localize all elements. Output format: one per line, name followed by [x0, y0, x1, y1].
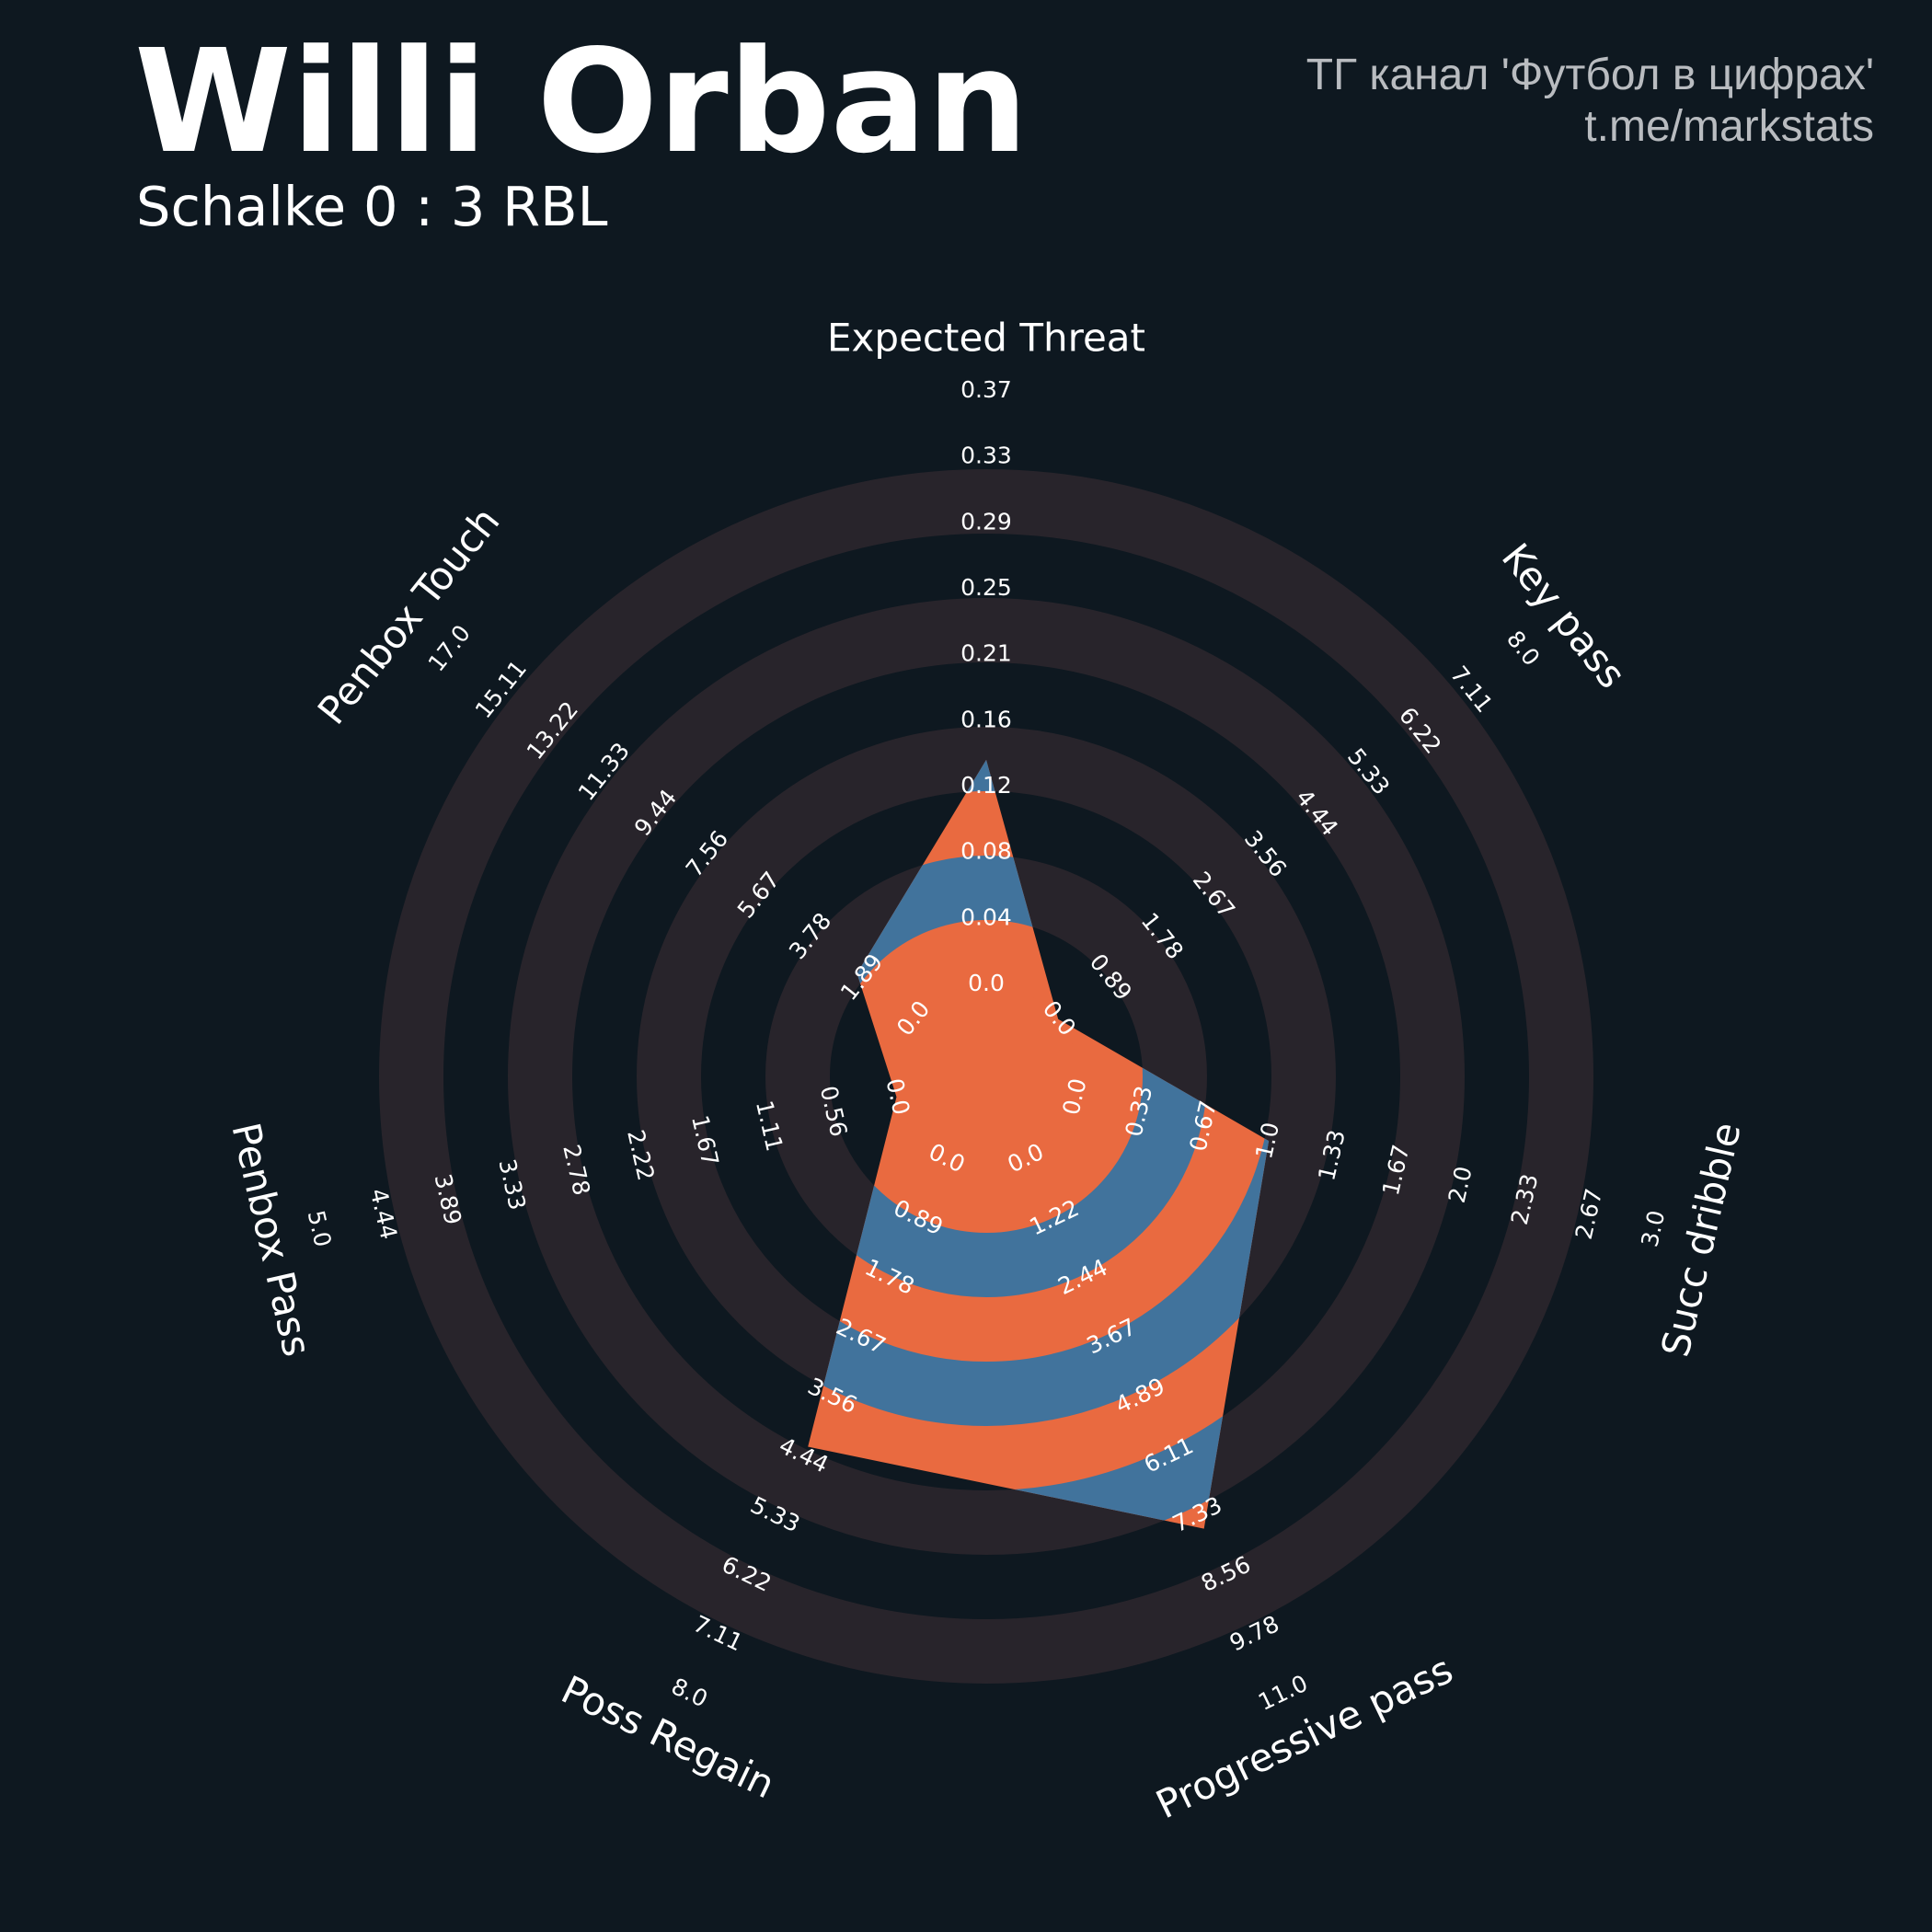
radar-param-label: Expected Threat [827, 316, 1145, 361]
radar-tick-label: 3.0 [1636, 1208, 1670, 1249]
radar-tick-label: 8.0 [1501, 626, 1545, 671]
radar-param-label: Key pass [1493, 535, 1635, 696]
radar-tick-label: 0.37 [960, 376, 1012, 403]
credit-link: t.me/markstats [1584, 102, 1874, 151]
radar-tick-label: 0.29 [960, 508, 1012, 535]
radar-tick-label: 0.12 [960, 772, 1012, 799]
radar-tick-label: 0.25 [960, 574, 1012, 601]
radar-ring-band [508, 598, 1465, 1555]
player-name-title: Willi Orban [134, 18, 1029, 185]
radar-tick-label: 11.0 [1254, 1670, 1312, 1716]
radar-ring-band [379, 469, 1593, 1684]
radar-param-label: Succ dribble [1652, 1119, 1749, 1362]
radar-param-label: Penbox Pass [223, 1119, 319, 1361]
radar-center-circle [894, 984, 1078, 1168]
radar-tick-label: 0.04 [960, 903, 1012, 930]
credit-block: ТГ канал 'Футбол в цифрах' t.me/markstat… [1306, 50, 1874, 153]
radar-tick-label: 17.0 [423, 620, 476, 677]
radar-tick-label: 0.16 [960, 706, 1012, 732]
radar-tick-label: 8.0 [667, 1673, 711, 1712]
radar-param-label: Progressive pass [1149, 1647, 1460, 1827]
radar-tick-label: 0.0 [968, 970, 1005, 996]
radar-tick-label: 0.33 [960, 443, 1012, 469]
match-score-subtitle: Schalke 0 : 3 RBL [136, 175, 608, 238]
player-band [808, 759, 1270, 1426]
radar-tick-label: 5.0 [303, 1208, 337, 1249]
radar-param-label: Poss Regain [555, 1667, 782, 1808]
credit-channel-label: ТГ канал 'Футбол в цифрах' [1305, 51, 1874, 99]
radar-tick-label: 0.21 [960, 640, 1012, 667]
radar-tick-label: 0.08 [960, 838, 1012, 865]
